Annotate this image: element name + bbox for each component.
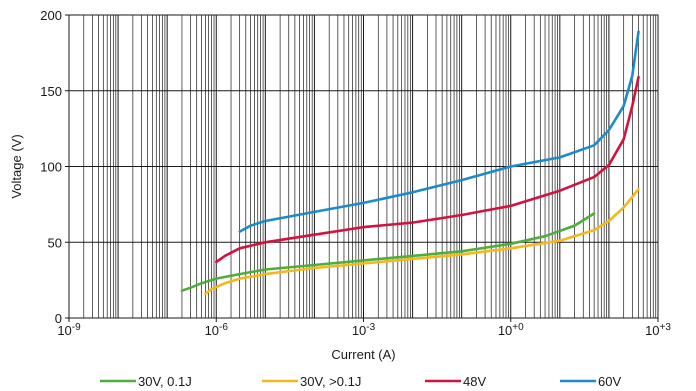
y-tick-label: 100 [40, 160, 62, 175]
y-tick-label: 200 [40, 8, 62, 23]
x-tick-label: 10-9 [57, 322, 81, 338]
legend-label-2: 30V, >0.1J [300, 374, 361, 389]
plot-frame [68, 14, 659, 319]
x-tick-label: 10+3 [645, 322, 671, 338]
legend-label-4: 60V [598, 374, 621, 389]
legend-label-1: 30V, 0.1J [138, 374, 192, 389]
axis-ticks: 0 50 100 150 200 10-9 10-6 10-3 10+0 10+3 [40, 8, 671, 338]
series-line-1 [180, 212, 596, 292]
x-tick-label: 10-6 [205, 322, 229, 338]
y-tick-label: 0 [55, 311, 62, 326]
series-line-4 [238, 30, 640, 233]
series-line-3 [215, 75, 640, 264]
y-axis-label: Voltage (V) [9, 134, 24, 198]
series-group [180, 30, 640, 296]
x-tick-label: 10+0 [498, 322, 524, 338]
grid [68, 14, 658, 319]
x-tick-label: 10-3 [352, 322, 376, 338]
legend: 30V, 0.1J 30V, >0.1J 48V 60V [100, 374, 621, 389]
x-axis-label: Current (A) [331, 347, 395, 362]
y-tick-label: 150 [40, 84, 62, 99]
series-line-2 [204, 187, 640, 296]
legend-label-3: 48V [463, 374, 486, 389]
y-tick-label: 50 [48, 235, 62, 250]
